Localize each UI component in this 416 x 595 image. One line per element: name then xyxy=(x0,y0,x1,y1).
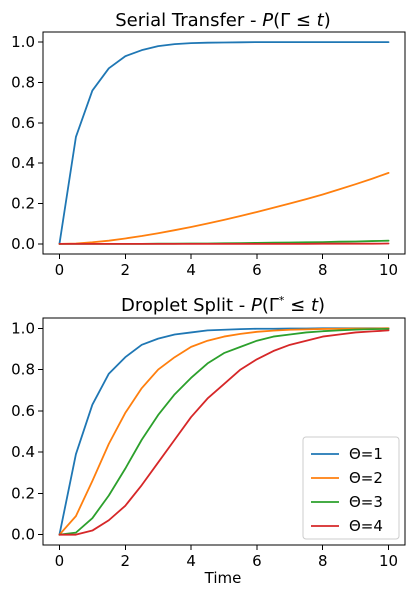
series-line-3 xyxy=(58,328,390,536)
y-tick-label: 0.4 xyxy=(11,154,35,172)
chart-title: Serial Transfer - P(Γ ≤ t) xyxy=(115,10,331,31)
series-line-4 xyxy=(58,329,390,536)
legend-label-3: Θ=3 xyxy=(349,493,383,511)
y-tick-label: 0.0 xyxy=(11,235,35,253)
chart-title: Droplet Split - P(Γ* ≤ t) xyxy=(121,294,325,316)
y-tick-label: 1.0 xyxy=(11,319,35,337)
x-tick-label: 10 xyxy=(379,552,398,570)
axes-frame xyxy=(42,31,406,255)
legend: Θ=1 Θ=2 Θ=3 Θ=4 xyxy=(302,436,400,540)
x-tick-label: 4 xyxy=(186,552,196,570)
y-tick-label: 0.0 xyxy=(11,526,35,544)
plot-area: 0 2 4 6 8 10 0.0 0.2 0.4 0.6 0.8 1.0 xyxy=(11,31,406,279)
x-tick-label: 8 xyxy=(318,261,328,279)
y-tick-label: 0.8 xyxy=(11,73,35,91)
chart-droplet-split: Droplet Split - P(Γ* ≤ t) Time 0 2 4 6 8 10 0.… xyxy=(11,294,406,587)
y-tick-label: 0.2 xyxy=(11,484,35,502)
x-tick-label: 2 xyxy=(120,552,130,570)
series-line-2 xyxy=(58,327,390,536)
axes-frame xyxy=(42,317,406,546)
legend-label-4: Θ=4 xyxy=(349,517,383,535)
x-tick-label: 10 xyxy=(379,261,398,279)
series-line-2 xyxy=(58,171,390,245)
y-tick-label: 0.6 xyxy=(11,402,35,420)
x-tick-label: 6 xyxy=(252,261,262,279)
y-tick-label: 0.6 xyxy=(11,114,35,132)
x-tick-label: 2 xyxy=(120,261,130,279)
x-tick-label: 6 xyxy=(252,552,262,570)
x-tick-label: 4 xyxy=(186,261,196,279)
y-tick-label: 0.8 xyxy=(11,361,35,379)
y-tick-label: 1.0 xyxy=(11,33,35,51)
x-tick-label: 8 xyxy=(318,552,328,570)
x-tick-label: 0 xyxy=(55,261,65,279)
chart-serial-transfer: Serial Transfer - P(Γ ≤ t) 0 2 4 6 8 10 0.0 0.2… xyxy=(11,10,406,279)
legend-label-1: Θ=1 xyxy=(349,445,383,463)
legend-label-2: Θ=2 xyxy=(349,469,383,487)
series-line-1 xyxy=(58,41,390,245)
y-tick-label: 0.2 xyxy=(11,195,35,213)
legend-box xyxy=(302,436,400,540)
x-tick-label: 0 xyxy=(55,552,65,570)
plot-area: 0 2 4 6 8 10 0.0 0.2 0.4 0.6 0.8 1.0 Θ=1 Θ=2 Θ=3 Θ=4 xyxy=(11,317,406,570)
x-axis-label: Time xyxy=(204,569,242,587)
y-tick-label: 0.4 xyxy=(11,443,35,461)
